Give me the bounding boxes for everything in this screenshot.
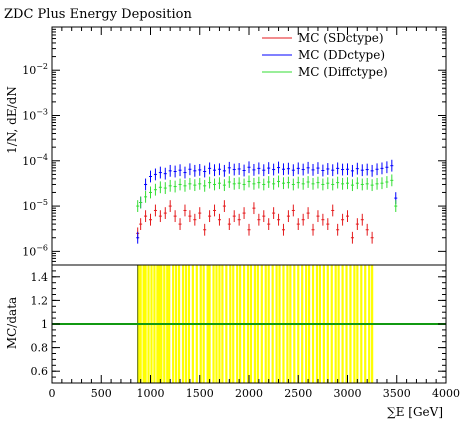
main-y-ticks: 10−6 10−5 10−4 10−3 10−2	[22, 26, 446, 266]
main-y-tick-label: 10−4	[22, 153, 48, 168]
main-y-tick-label: 10−2	[22, 62, 48, 77]
legend-label: MC (DDctype)	[298, 48, 385, 62]
ratio-y-tick-label: 0.6	[31, 365, 49, 378]
chart-title: ZDC Plus Energy Deposition	[4, 7, 192, 22]
x-tick-label: 0	[49, 387, 56, 400]
main-y-tick-label: 10−5	[22, 198, 48, 213]
ratio-y-tick-label: 1	[41, 318, 48, 331]
legend-label: MC (SDctype)	[298, 31, 384, 45]
x-ticks: 0 500 1000 1500 2000 2500 3000 3500 4000	[49, 27, 460, 400]
x-tick-label: 1000	[137, 387, 165, 400]
x-tick-label: 3000	[334, 387, 362, 400]
main-panel: 10−6 10−5 10−4 10−3 10−2 MC (SDctype) MC (DDc…	[22, 26, 447, 266]
x-tick-label: 500	[91, 387, 112, 400]
ratio-panel: 0.6 0.8 1 1.2 1.4 0 500 1000 1500 2000 2500 3000 35…	[31, 27, 460, 400]
ratio-y-tick-label: 1.2	[31, 294, 49, 307]
x-tick-label: 1500	[186, 387, 214, 400]
ratio-y-tick-label: 0.8	[31, 342, 49, 355]
main-y-axis-label: 1/N, dE/dN	[5, 86, 19, 154]
x-tick-label: 3500	[383, 387, 411, 400]
x-tick-label: 2500	[284, 387, 312, 400]
ratio-y-axis-label: MC/data	[5, 297, 19, 349]
legend: MC (SDctype) MC (DDctype) MC (Diffctype)	[262, 31, 388, 79]
x-axis-label: ∑E [GeV]	[387, 405, 443, 419]
x-tick-label: 2000	[235, 387, 263, 400]
main-series-layer	[136, 159, 398, 244]
x-tick-label: 4000	[432, 387, 460, 400]
ratio-y-ticks: 0.6 0.8 1 1.2 1.4	[31, 270, 446, 378]
main-y-tick-label: 10−6	[22, 243, 48, 258]
legend-label: MC (Diffctype)	[298, 65, 388, 79]
ratio-y-tick-label: 1.4	[31, 271, 49, 284]
main-y-tick-label: 10−3	[22, 108, 48, 123]
